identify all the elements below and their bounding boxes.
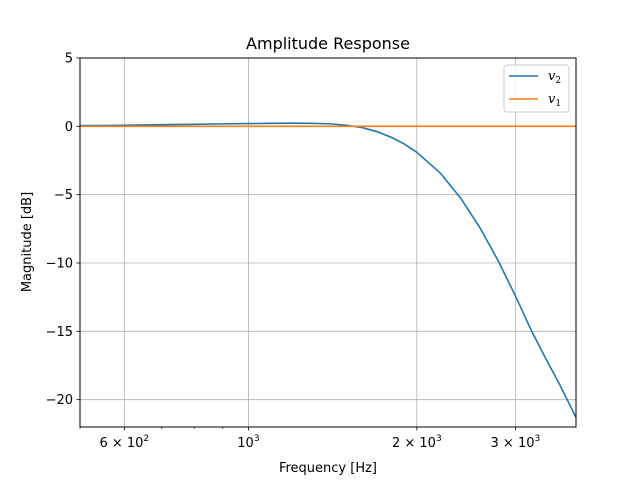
- series-layer: [79, 122, 577, 418]
- y-tick-label: −20: [46, 393, 73, 408]
- plot-frame: [79, 57, 577, 428]
- x-axis-ticks: 6 × 102 103 2 × 103 3 × 103: [79, 427, 541, 451]
- chart-title: Amplitude Response: [246, 34, 410, 53]
- legend-label-v1: v1: [548, 92, 561, 109]
- x-tick-label: 6 × 102: [99, 434, 149, 451]
- x-axis-label: Frequency [Hz]: [279, 461, 377, 476]
- y-axis-ticks: 5 0 −5 −10 −15 −20: [46, 52, 80, 408]
- series-line-v2: [79, 122, 577, 418]
- x-tick-label: 2 × 103: [392, 434, 442, 451]
- y-tick-label: −10: [46, 257, 73, 272]
- x-tick-label: 3 × 103: [491, 434, 541, 451]
- legend-label-v2: v2: [548, 69, 561, 86]
- y-tick-label: 0: [65, 120, 73, 135]
- y-axis-label: Magnitude [dB]: [20, 192, 35, 292]
- y-tick-label: −5: [54, 188, 73, 203]
- y-tick-label: −15: [46, 325, 73, 340]
- y-tick-label: 5: [65, 52, 73, 67]
- x-tick-label: 103: [237, 434, 259, 451]
- grid-lines: [80, 57, 576, 427]
